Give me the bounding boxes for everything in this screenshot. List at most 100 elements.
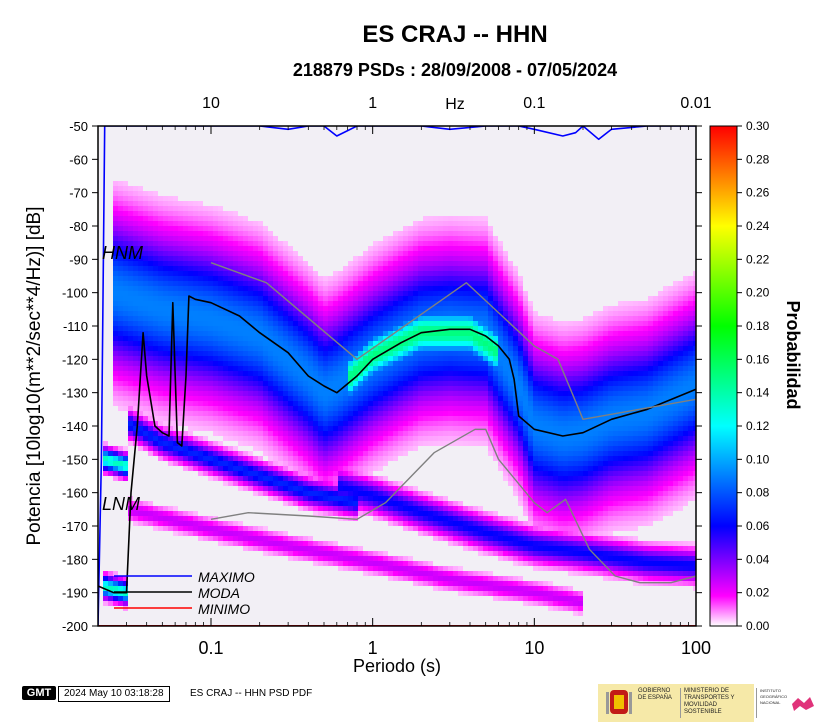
density-cell xyxy=(233,386,238,391)
density-cell xyxy=(488,276,493,281)
density-cell xyxy=(503,371,508,376)
density-cell xyxy=(248,296,253,301)
density-cell xyxy=(258,461,263,466)
density-cell xyxy=(468,356,473,361)
density-cell xyxy=(383,461,388,466)
density-cell xyxy=(283,316,288,321)
density-cell xyxy=(258,486,263,491)
density-cell xyxy=(143,306,148,311)
density-cell xyxy=(338,416,343,421)
density-cell xyxy=(338,451,343,456)
density-cell xyxy=(148,276,153,281)
density-cell xyxy=(213,236,218,241)
density-cell xyxy=(193,246,198,251)
density-cell xyxy=(328,371,333,376)
density-cell xyxy=(498,271,503,276)
density-cell xyxy=(168,201,173,206)
density-cell xyxy=(493,426,498,431)
density-cell xyxy=(333,346,338,351)
density-cell xyxy=(388,451,393,456)
density-cell xyxy=(173,456,178,461)
density-cell xyxy=(113,186,118,191)
density-cell xyxy=(228,351,233,356)
density-cell xyxy=(453,376,458,381)
density-cell xyxy=(298,286,303,291)
density-cell xyxy=(293,281,298,286)
density-cell xyxy=(123,401,128,406)
density-cell xyxy=(418,521,423,526)
density-cell xyxy=(288,311,293,316)
density-cell xyxy=(323,491,328,496)
density-cell xyxy=(268,256,273,261)
density-cell xyxy=(358,496,363,501)
density-cell xyxy=(373,516,378,521)
density-cell xyxy=(373,491,378,496)
density-cell xyxy=(468,511,473,516)
density-cell xyxy=(133,241,138,246)
density-cell xyxy=(193,441,198,446)
density-cell xyxy=(408,391,413,396)
density-cell xyxy=(493,416,498,421)
density-cell xyxy=(113,191,118,196)
density-cell xyxy=(468,571,473,576)
density-cell xyxy=(208,246,213,251)
density-cell xyxy=(463,276,468,281)
density-cell xyxy=(378,336,383,341)
density-cell xyxy=(343,396,348,401)
density-cell xyxy=(263,401,268,406)
density-cell xyxy=(403,256,408,261)
density-cell xyxy=(368,311,373,316)
density-cell xyxy=(468,401,473,406)
density-cell xyxy=(498,386,503,391)
density-cell xyxy=(308,266,313,271)
density-cell xyxy=(463,331,468,336)
density-cell xyxy=(243,361,248,366)
density-cell xyxy=(478,306,483,311)
density-cell xyxy=(248,266,253,271)
density-cell xyxy=(143,391,148,396)
density-cell xyxy=(313,481,318,486)
density-cell xyxy=(163,286,168,291)
density-cell xyxy=(163,446,168,451)
density-cell xyxy=(473,526,478,531)
density-cell xyxy=(348,551,353,556)
density-cell xyxy=(478,396,483,401)
density-cell xyxy=(323,441,328,446)
density-cell xyxy=(433,406,438,411)
density-cell xyxy=(148,436,153,441)
density-cell xyxy=(448,526,453,531)
density-cell xyxy=(303,351,308,356)
density-cell xyxy=(468,576,473,581)
density-cell xyxy=(528,506,533,511)
density-cell xyxy=(498,341,503,346)
density-cell xyxy=(373,411,378,416)
density-cell xyxy=(298,311,303,316)
density-cell xyxy=(178,286,183,291)
density-cell xyxy=(373,316,378,321)
density-cell xyxy=(353,346,358,351)
density-cell xyxy=(348,436,353,441)
density-cell xyxy=(328,441,333,446)
density-cell xyxy=(468,306,473,311)
density-cell xyxy=(383,516,388,521)
density-cell xyxy=(483,251,488,256)
density-cell xyxy=(388,511,393,516)
density-cell xyxy=(433,401,438,406)
density-cell xyxy=(483,286,488,291)
density-cell xyxy=(318,361,323,366)
density-cell xyxy=(523,461,528,466)
density-cell xyxy=(328,476,333,481)
density-cell xyxy=(448,316,453,321)
density-cell xyxy=(113,336,118,341)
density-cell xyxy=(483,221,488,226)
density-cell xyxy=(363,426,368,431)
density-cell xyxy=(308,341,313,346)
density-cell xyxy=(443,296,448,301)
density-cell xyxy=(378,306,383,311)
density-cell xyxy=(288,376,293,381)
density-cell xyxy=(168,291,173,296)
density-cell xyxy=(358,566,363,571)
density-cell xyxy=(428,296,433,301)
density-cell xyxy=(433,376,438,381)
density-cell xyxy=(138,416,143,421)
